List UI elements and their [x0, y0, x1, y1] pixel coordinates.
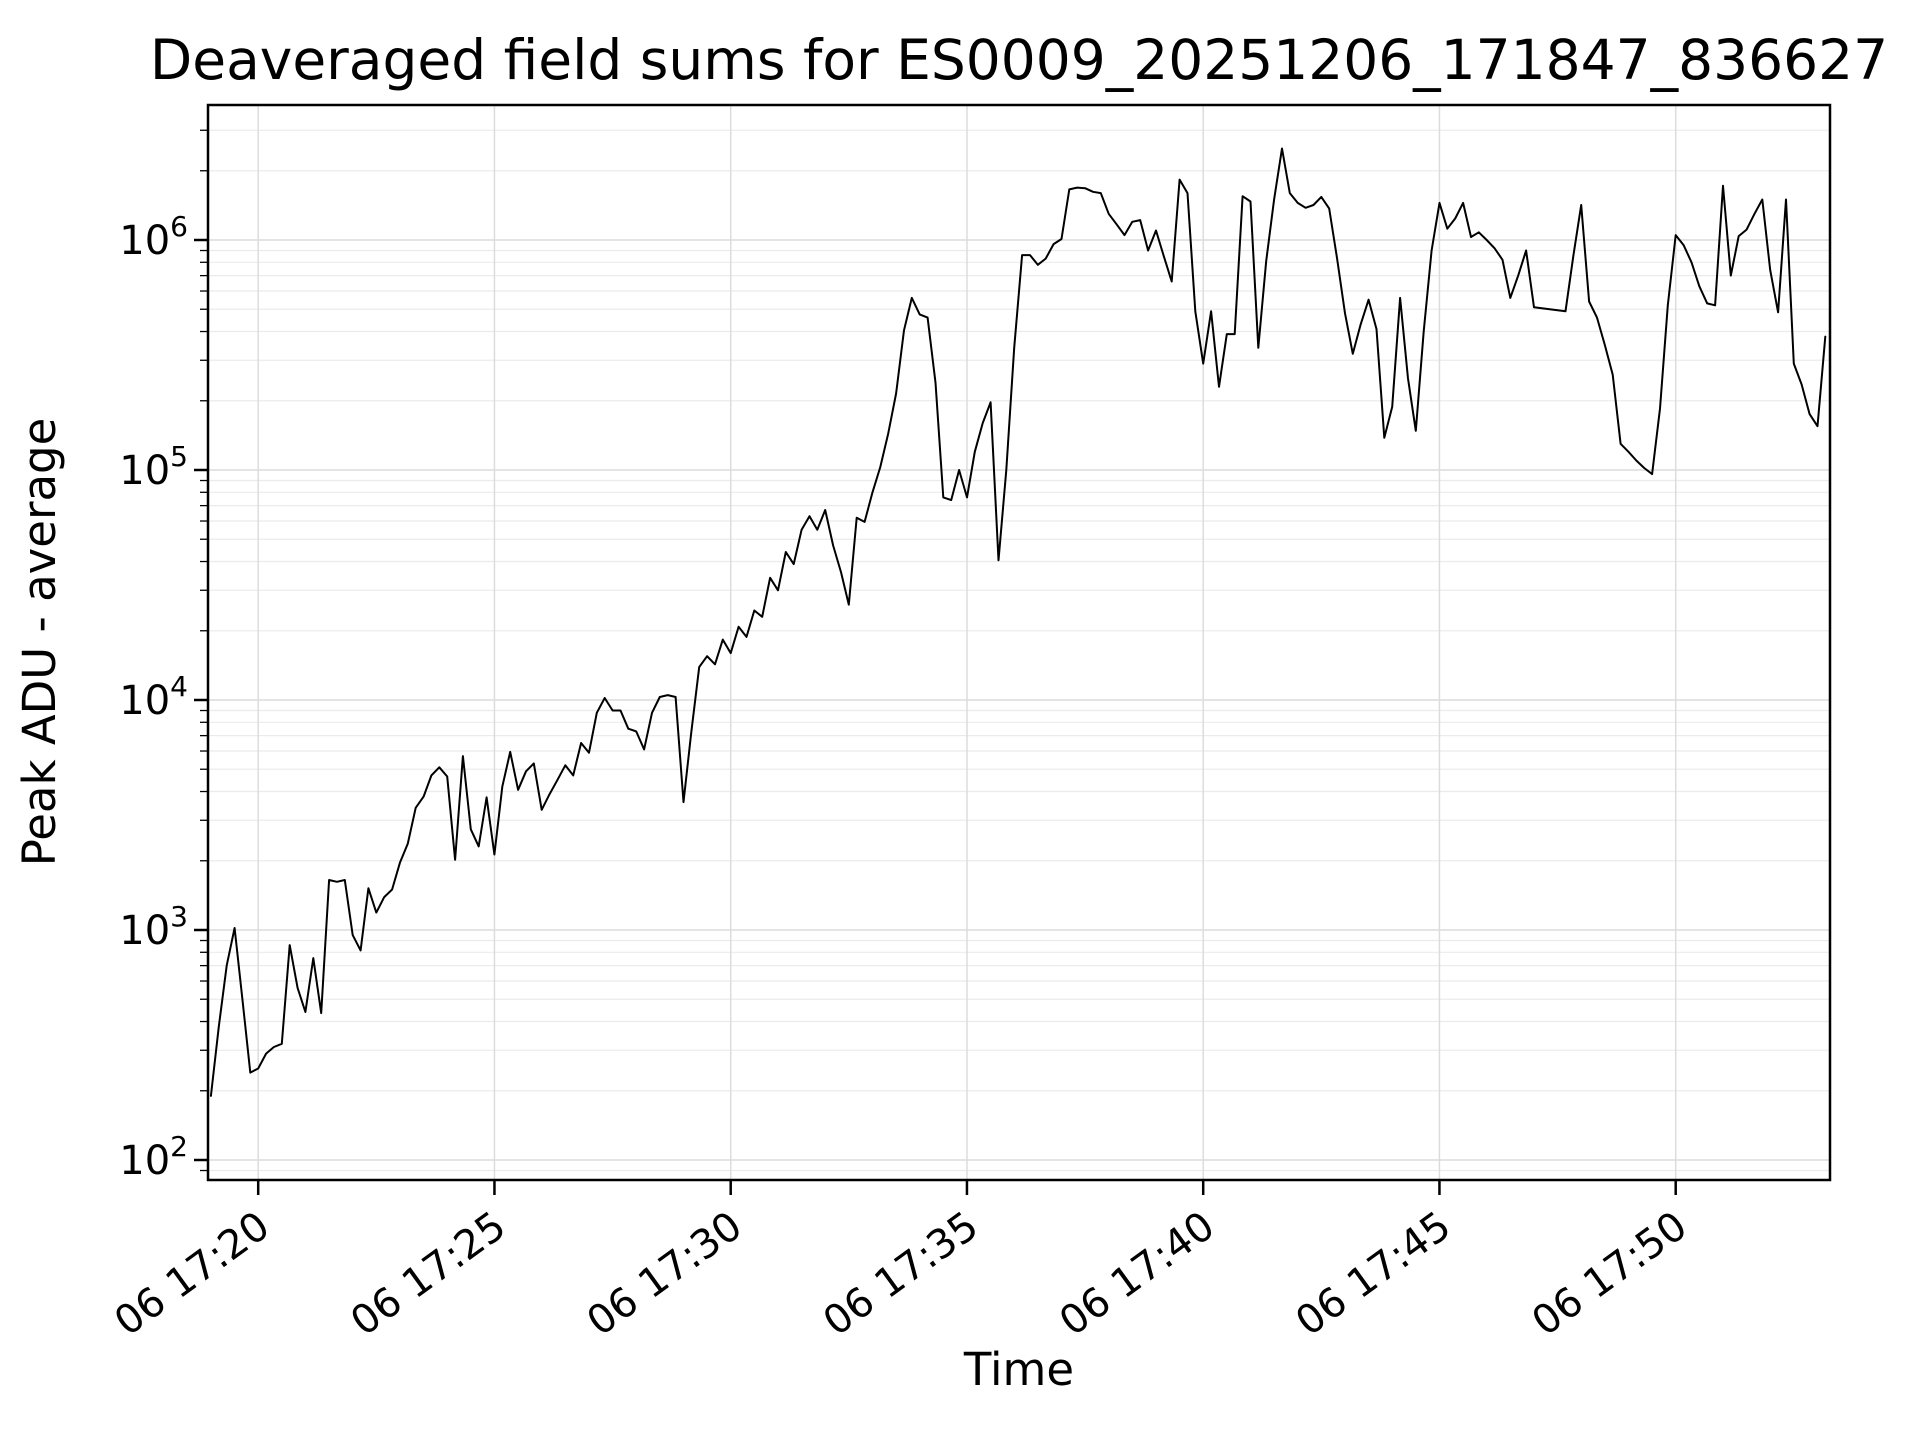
axis-ticks: [194, 129, 1677, 1195]
y-tick-label: 104: [119, 670, 188, 724]
y-axis-label: Peak ADU - average: [13, 418, 66, 867]
x-axis-label: Time: [963, 1343, 1074, 1396]
y-tick-label: 106: [119, 210, 188, 264]
grid-minor-lines: [208, 129, 1830, 1172]
data-series-line: [209, 147, 1827, 1097]
grid-major-lines: [208, 105, 1830, 1180]
plot-area-frame: [206, 103, 1832, 1182]
chart-title: Deaveraged field sums for ES0009_2025120…: [150, 28, 1888, 92]
y-tick-label: 105: [119, 440, 188, 494]
data-series: [209, 147, 1827, 1097]
y-tick-label: 102: [119, 1130, 188, 1184]
y-tick-label: 103: [119, 900, 188, 954]
